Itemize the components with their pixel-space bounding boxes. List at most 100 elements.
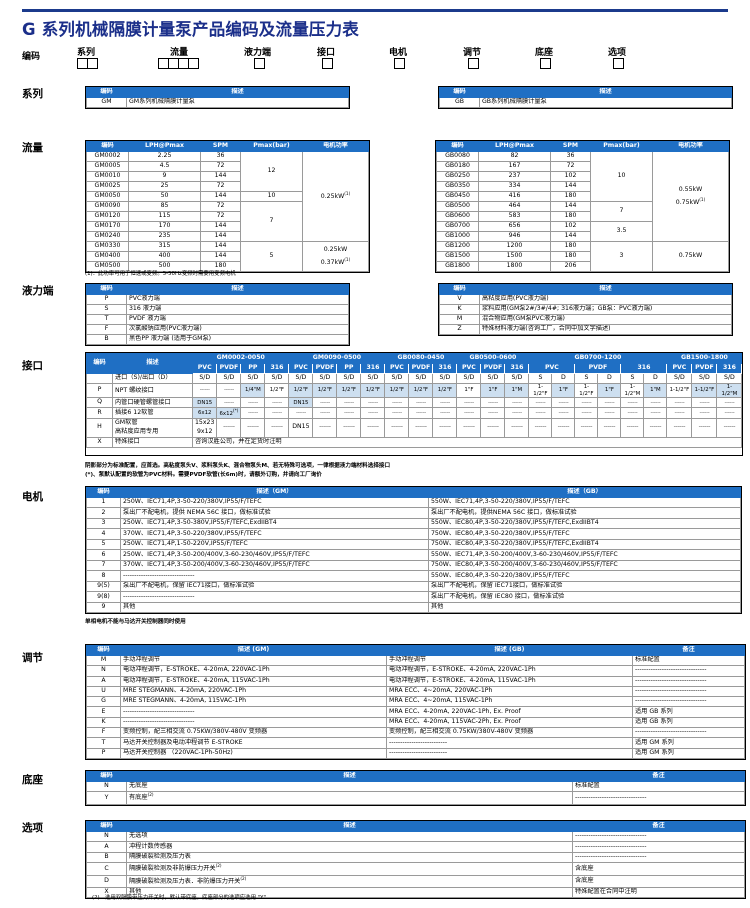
table-row[interactable]: R 插接6 12软管 6x12 6x12(*) ------ ------ ------ --… xyxy=(86,407,743,419)
table-cell: 特殊材料液力端(咨询工厂，合同中加文字描述) xyxy=(479,323,732,335)
code-boxes-series[interactable] xyxy=(77,58,98,69)
table-row[interactable]: T 马达开关控制器及电动冲程调节 E-STROKE ----------------… xyxy=(86,737,745,749)
table-row[interactable]: V 高粘度应用(PVC液力端) xyxy=(439,293,732,305)
table-row[interactable]: 5 250W、IEC71,4P,1-50-220V,IP55/F/TEFC 750W… xyxy=(86,539,741,551)
motor-gb-cell: 750W、IEC80,4P,3-50-200/400V,3-60-230/460… xyxy=(428,560,741,572)
code-boxes-hydraulic[interactable] xyxy=(254,58,265,69)
table-row[interactable]: P 马达开关控制器 （220VAC-1Ph-50Hz) --------------… xyxy=(86,747,745,759)
table-row[interactable]: A 电动冲程调节，E-STROKE、4-20mA, 115VAC-1Ph 电动冲程调… xyxy=(86,675,745,687)
code-boxes-interface[interactable] xyxy=(322,58,333,69)
table-row[interactable]: P NPT 螺纹接口 ------ ------ 1/4"M 1/2"F 1/2"F 1/2"… xyxy=(86,382,743,399)
code-box[interactable] xyxy=(394,58,405,69)
table-row[interactable]: F 次氯酸钠应用(PVC液力端) xyxy=(86,323,349,335)
adjust-gm-cell: 手动冲程调节 xyxy=(120,654,387,667)
flow-spm-cell: 72 xyxy=(200,160,241,172)
table-cell: GB系列机械隔膜计量泵 xyxy=(479,96,732,108)
table-row[interactable]: GB1800 1800 206 xyxy=(436,260,729,272)
section-label-hydraulic: 液力端 xyxy=(22,285,54,297)
flow-code-cell: GB0350 xyxy=(436,180,479,192)
interface-sd-cell: S/D xyxy=(480,372,506,384)
table-header-row: 编码 描述 xyxy=(439,284,732,295)
table-row[interactable]: T PVDF 液力端 xyxy=(86,313,349,325)
table-row[interactable]: Y 有底座(2) -------------------------------- xyxy=(86,791,745,805)
table-row[interactable]: N 电动冲程调节，E-STROKE、4-20mA, 220VAC-1Ph 电动冲程调… xyxy=(86,665,745,677)
table-row[interactable]: S 316 液力端 xyxy=(86,303,349,315)
motor-code-cell: 4 xyxy=(86,528,121,540)
table-row[interactable]: 9 其他 其他 xyxy=(86,602,741,614)
code-box[interactable] xyxy=(540,58,551,69)
table-row[interactable]: M 手动冲程调节 手动冲程调节 标准配置 xyxy=(86,654,745,667)
table-row[interactable]: B 隔膜破裂检测及压力表 -----------------------------… xyxy=(86,852,745,864)
table-row[interactable]: F 变频控制，配三相交流 0.75KW/380V-480V 变频器 变频控制，配三相… xyxy=(86,727,745,739)
table-row[interactable]: Z 特殊材料液力端(咨询工厂，合同中加文字描述) xyxy=(439,323,732,335)
interface-sd-cell: S/D xyxy=(288,372,314,384)
table-row[interactable]: GB0080 82 36 10 0.55kW 0.75kW(1) xyxy=(436,150,729,242)
table-row[interactable]: GB GB系列机械隔膜计量泵 xyxy=(439,96,732,108)
table-row[interactable]: A 冲程计数传感器 -------------------------------- xyxy=(86,841,745,853)
flow-spm-cell: 36 xyxy=(200,150,241,162)
table-row[interactable]: M 混合物应用(GM泵PVC液力端) xyxy=(439,313,732,325)
table-row[interactable]: G MRE STEGMANN、4-20mA, 115VAC-1Ph MRA ECC、… xyxy=(86,696,745,708)
table-row[interactable]: U MRE STEGMANN、4-20mA, 220VAC-1Ph MRA ECC、… xyxy=(86,685,745,698)
table-row[interactable]: 6 250W、IEC71,4P,3-50-200/400V,3-60-230/46… xyxy=(86,549,741,561)
table-row[interactable]: H GM软管 高粘度应用专用 15x23 9x12 ------ ------ ------ D… xyxy=(86,417,743,438)
flow-pmax-cell: 7 xyxy=(240,200,303,242)
table-row[interactable]: K 浆料应用(GM泵2#/3#/4#; 316液力端；GB泵：PVC液力端) xyxy=(439,303,732,315)
interface-value-cell: ------ xyxy=(528,397,553,409)
table-row[interactable]: N 无底座 标准配置 xyxy=(86,781,745,793)
code-box[interactable] xyxy=(613,58,624,69)
interface-value-cell: ------ xyxy=(384,397,410,409)
flow-code-cell: GM0400 xyxy=(86,250,129,262)
table-row[interactable]: GM GM系列机械隔膜计量泵 xyxy=(86,96,349,108)
code-box[interactable] xyxy=(468,58,479,69)
code-group-label-option: 选项 xyxy=(608,48,627,58)
code-box[interactable] xyxy=(254,58,265,69)
table-row[interactable]: C 隔膜破裂检测及非防爆压力开关(2) 含底座 xyxy=(86,862,745,876)
table-row[interactable]: 7 370W、IEC71,4P,3-50-200/400V,3-60-230/46… xyxy=(86,560,741,572)
table-row[interactable]: GM0090 85 72 7 xyxy=(86,200,369,242)
interface-value-cell: ------ xyxy=(191,382,218,399)
table-row[interactable]: K -------------------------------- MRA ECC… xyxy=(86,716,745,729)
code-boxes-adjust[interactable] xyxy=(468,58,479,69)
table-row[interactable]: X 特殊接口 咨询汉胜公司，并在定货时注明 xyxy=(86,436,743,448)
table-row[interactable]: E -------------------------------- MRA ECC… xyxy=(86,706,745,718)
table-header-row: 编码 LPH@Pmax SPM Pmax(bar) 电机功率 xyxy=(86,141,369,152)
table-row[interactable]: GM0500 500 180 xyxy=(86,260,369,272)
table-row[interactable]: GM0050 50 144 10 xyxy=(86,190,369,202)
table-row[interactable]: 4 370W、IEC71,4P,3-50-220/380V,IP55/F/TEFC… xyxy=(86,528,741,540)
table-row[interactable]: 9(8) -------------------------------- 泵出厂不… xyxy=(86,591,741,603)
code-boxes-flow[interactable] xyxy=(158,58,199,69)
table-row[interactable]: 9(5) 泵出厂不配电机，保留 IEC71接口，做标准试验 泵出厂不配电机，保留 I… xyxy=(86,581,741,593)
code-box[interactable] xyxy=(187,58,199,69)
table-row[interactable]: 8 -------------------------------- 550W、IE… xyxy=(86,570,741,582)
motor-footnote: 单相电机不能与马达开关控制器同时使用 xyxy=(85,619,186,625)
table-cell: B xyxy=(86,333,127,345)
option-code-cell: N xyxy=(86,831,127,843)
motor-gm-cell: 泵出厂不配电机，保留 IEC71接口，做标准试验 xyxy=(120,581,429,593)
interface-value-cell: ------ xyxy=(264,417,290,438)
code-boxes-motor[interactable] xyxy=(394,58,405,69)
table-row[interactable]: GM0330 315 144 5 0.25kW 0.37kW(1) xyxy=(86,240,369,272)
adjust-gb-cell: 手动冲程调节 xyxy=(386,654,633,667)
code-group-label-hydraulic: 液力端 xyxy=(244,48,272,58)
code-box[interactable] xyxy=(86,58,98,69)
flow-lph-cell: 2.25 xyxy=(128,150,201,162)
table-row[interactable]: D 隔膜破裂检测及压力表．非防爆压力开关(2) 含底座 xyxy=(86,874,745,888)
table-row[interactable]: GM0002 2.25 36 12 0.25kW(1) xyxy=(86,150,369,242)
table-row[interactable]: 1 250W、IEC71,4P,3-50-220/380V,IP55/F/TEFC… xyxy=(86,497,741,509)
interface-sd-cell: S/D xyxy=(336,372,362,384)
table-row[interactable]: GB1200 1200 180 3 0.75kW xyxy=(436,240,729,272)
table-row[interactable]: B 黑色PP 液力端 (适用于GM泵) xyxy=(86,333,349,345)
code-boxes-option[interactable] xyxy=(613,58,624,69)
base-table: 编码 描述 备注 N 无底座 标准配置 Y 有底座(2) -------------------… xyxy=(85,770,746,808)
table-row[interactable]: 2 泵出厂不配电机，提供 NEMA 56C 接口，做标准试验 泵出厂不配电机，提供N… xyxy=(86,507,741,519)
code-box[interactable] xyxy=(322,58,333,69)
table-row[interactable]: 3 250W、IEC71,4P,3-50-380V,IP55/F/TEFC,Exd… xyxy=(86,518,741,530)
table-row[interactable]: P PVC液力端 xyxy=(86,293,349,305)
table-row[interactable]: Q 内管口硬管螺管接口 DN15 ------ ------ ------ DN15 ----… xyxy=(86,397,743,409)
table-row[interactable]: X 其他 特殊配置在合同中注明 xyxy=(86,886,745,899)
table-row[interactable]: N 无选项 -------------------------------- xyxy=(86,831,745,843)
interface-group-header: GM0090-0500 xyxy=(288,353,386,364)
interface-value-cell: ------ xyxy=(480,417,506,438)
code-boxes-base[interactable] xyxy=(540,58,551,69)
